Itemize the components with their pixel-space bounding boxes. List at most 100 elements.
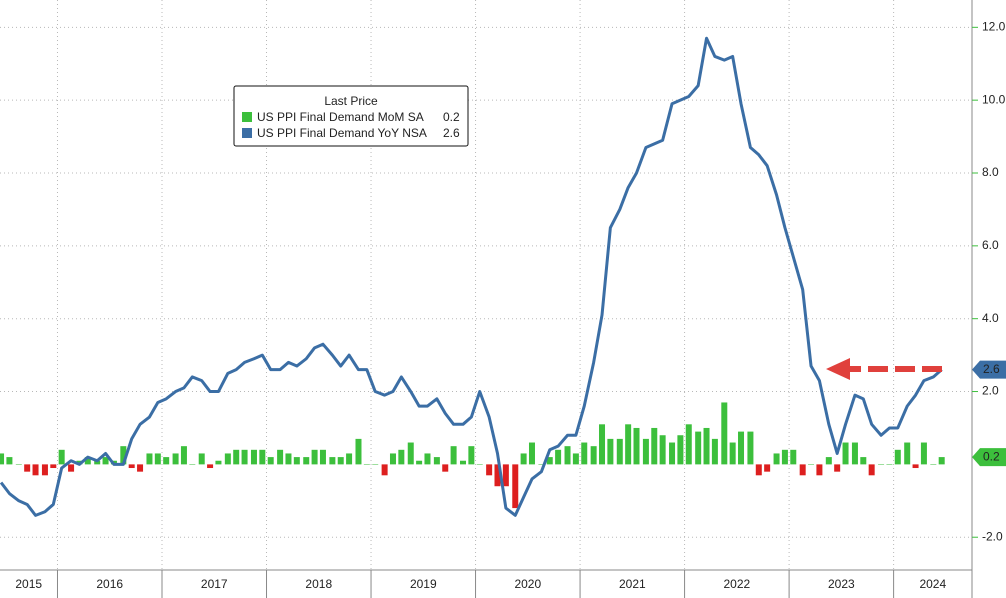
bar [616,438,623,465]
bar [920,442,927,465]
legend-box [233,85,469,147]
bar [355,438,362,465]
bar [285,453,292,465]
bar [799,464,806,476]
bar [277,449,284,465]
bar [120,446,127,465]
legend: Last Price US PPI Final Demand MoM SA 0.… [233,85,469,147]
bar [442,464,449,472]
bar [738,431,745,465]
bar [773,453,780,465]
bar [207,464,214,469]
x-tick-label: 2024 [919,577,946,591]
legend-swatch [242,128,252,138]
bar [346,453,353,465]
bar [337,457,344,465]
bar [669,442,676,465]
bar [363,464,370,465]
bar [834,464,841,472]
bar [319,449,326,465]
bar [747,431,754,465]
y-tick-label: -2.0 [982,529,1003,543]
y-tick-label: 10.0 [982,92,1006,106]
bar [642,438,649,465]
bar [878,464,885,465]
bar [389,453,396,465]
last-value-label: 2.6 [983,362,1000,376]
bar [555,449,562,465]
marks [0,36,945,517]
y-tick-label: 12.0 [982,19,1006,33]
bar [460,460,467,465]
bar [172,453,179,465]
bar [808,464,815,465]
bar [825,457,832,465]
bar [6,457,13,465]
last-value-badge [972,360,1006,379]
x-tick-label: 2021 [619,577,646,591]
bar [94,460,101,465]
bar [154,453,161,465]
arrow-annotation [826,358,942,380]
grid [0,0,972,570]
legend-value: 0.2 [443,110,460,124]
bar [407,442,414,465]
bar [695,431,702,465]
bar [24,464,31,472]
last-value-badge [972,448,1006,467]
bar [685,424,692,465]
bar [250,449,257,465]
bar [128,464,135,469]
y-tick-label: 4.0 [982,311,999,325]
y-tick-label: 6.0 [982,238,999,252]
bar [851,442,858,465]
bar [259,449,266,465]
bar [599,424,606,465]
bar [590,446,597,465]
x-tick-label: 2016 [96,577,123,591]
bar [224,453,231,465]
arrow-head [826,358,850,380]
bar [241,449,248,465]
bar [50,464,57,469]
bar [930,464,937,465]
bar [494,464,501,487]
bar [416,460,423,465]
bar [198,453,205,465]
bar [816,464,823,476]
bar [450,446,457,465]
bar [868,464,875,476]
bar [607,438,614,465]
bar [729,442,736,465]
bar [790,449,797,465]
bar [84,457,91,465]
bar [860,457,867,465]
bar [528,442,535,465]
x-tick-label: 2017 [201,577,228,591]
bar [293,457,300,465]
y-tick-label: 2.0 [982,384,999,398]
bar [0,453,5,465]
bar [755,464,762,476]
bar [381,464,388,476]
bar [58,449,65,465]
bar [904,442,911,465]
bar [677,435,684,465]
legend-title: Last Price [324,94,378,108]
bar [424,453,431,465]
bar [303,457,310,465]
bar [476,464,483,465]
bar [137,464,144,472]
bar [468,446,475,465]
x-tick-label: 2015 [15,577,42,591]
bar [886,464,893,465]
bar [581,442,588,465]
bar [329,457,336,465]
bar [894,449,901,465]
bar [102,457,109,465]
bar [651,427,658,465]
bar [703,427,710,465]
x-tick-label: 2019 [410,577,437,591]
